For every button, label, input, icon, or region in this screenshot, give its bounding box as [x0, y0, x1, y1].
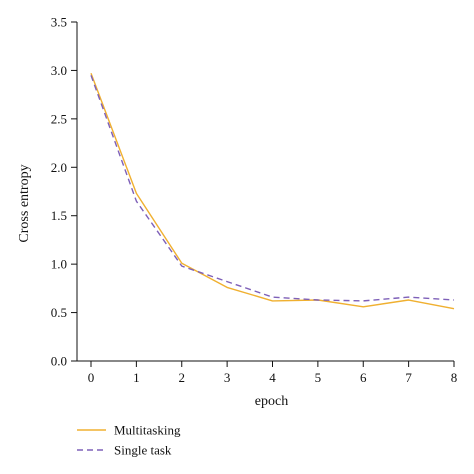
- legend-label: Single task: [114, 443, 172, 458]
- x-tick-label: 5: [315, 370, 322, 385]
- series-line-multitasking: [90, 73, 455, 310]
- y-tick-label: 1.5: [51, 208, 67, 223]
- legend: Multitasking Single task: [77, 423, 181, 458]
- y-tick-label: 2.5: [51, 111, 67, 126]
- series-line-single-task: [90, 75, 455, 302]
- y-axis-label: Cross entropy: [17, 164, 32, 242]
- y-tick-label: 1.0: [51, 257, 67, 272]
- x-tick-label: 4: [269, 370, 276, 385]
- y-tick-label: 0.0: [51, 354, 67, 369]
- y-tick-label: 2.0: [51, 160, 67, 175]
- y-tick-label: 0.5: [51, 305, 67, 320]
- x-tick-label: 3: [224, 370, 231, 385]
- y-axis-ticks: 0.0 0.5 1.0 1.5 2.0 2.5 3.0 3.5: [51, 15, 77, 369]
- x-tick-label: 0: [88, 370, 95, 385]
- y-tick-label: 3.5: [51, 15, 67, 30]
- y-tick-label: 3.0: [51, 63, 67, 78]
- axes: [76, 22, 454, 362]
- series-lines: [90, 73, 455, 310]
- legend-label: Multitasking: [114, 423, 181, 438]
- x-tick-label: 2: [179, 370, 186, 385]
- x-axis-label: epoch: [255, 394, 288, 409]
- x-tick-label: 8: [451, 370, 458, 385]
- x-axis-ticks: 0 1 2 3 4 5 6 7 8: [88, 361, 458, 385]
- x-tick-label: 1: [133, 370, 140, 385]
- x-tick-label: 6: [360, 370, 367, 385]
- x-tick-label: 7: [405, 370, 412, 385]
